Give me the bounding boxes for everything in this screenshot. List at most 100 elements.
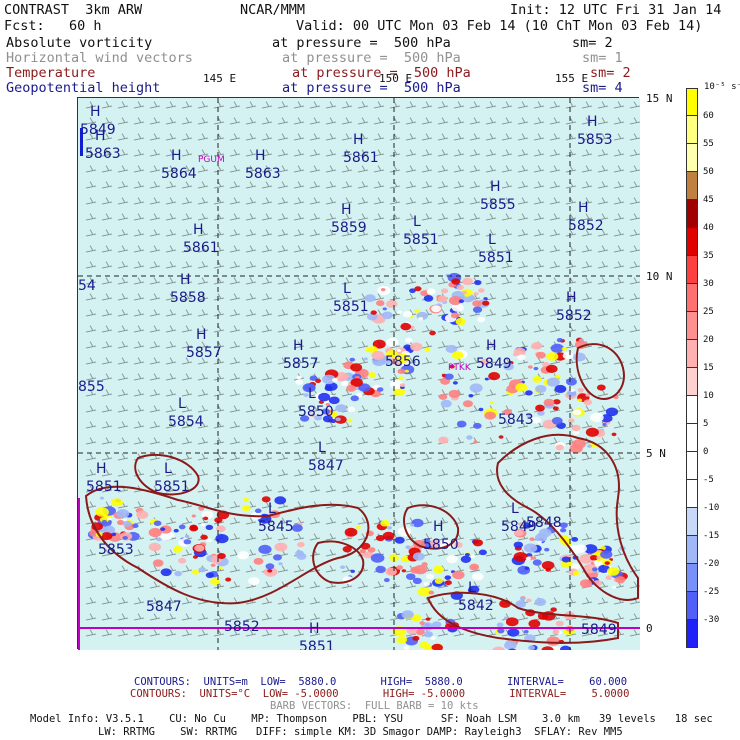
wind-barb (181, 421, 193, 429)
center-type-letter: H (486, 338, 497, 354)
wind-barb (549, 245, 561, 253)
vorticity-patch (577, 398, 583, 403)
vorticity-patch (200, 534, 208, 540)
vorticity-patch (473, 292, 479, 296)
wind-barb (213, 501, 225, 509)
wind-barb (613, 373, 625, 381)
wind-barb (341, 453, 353, 461)
center-height-value: 855 (78, 379, 105, 395)
wind-barb (101, 597, 113, 605)
wind-barb (293, 357, 305, 365)
wind-barb (549, 181, 561, 189)
wind-barb (469, 597, 481, 605)
wind-barb (293, 197, 305, 205)
wind-barb (117, 133, 129, 141)
vorticity-patch (472, 306, 483, 313)
vorticity-patch (101, 519, 108, 524)
wind-barb (133, 309, 145, 317)
wind-barb (533, 469, 545, 477)
wind-barb (245, 517, 257, 525)
wind-barb (437, 485, 449, 493)
wind-barb (485, 485, 497, 493)
vorticity-patch (342, 545, 352, 553)
vorticity-patch (529, 537, 535, 541)
vorticity-patch (472, 572, 484, 581)
wind-barb (613, 117, 625, 125)
wind-barb (437, 149, 449, 157)
wind-barb (581, 309, 593, 317)
center-type-letter: H (193, 222, 204, 238)
vorticity-patch (523, 629, 529, 634)
vorticity-patch (156, 537, 162, 542)
wind-barb (133, 341, 145, 349)
field-level-temperature: at pressure = 500 hPa (292, 65, 471, 81)
center-height-value: 5851 (299, 639, 335, 650)
wind-barb (213, 437, 225, 445)
vorticity-patch (331, 377, 338, 383)
wind-barb (197, 453, 209, 461)
vorticity-patch (258, 544, 272, 555)
wind-barb (293, 117, 305, 125)
wind-barb (181, 325, 193, 333)
wind-barb (581, 533, 593, 541)
height-center: H 5849 (476, 338, 512, 372)
vorticity-patch (173, 528, 179, 533)
wind-barb (341, 117, 353, 125)
wind-barb (101, 341, 113, 349)
height-center: L 5851 (403, 214, 439, 248)
wind-barb (597, 229, 609, 237)
wind-barb (341, 197, 353, 205)
wind-barb (197, 117, 209, 125)
wind-barb (181, 581, 193, 589)
vorticity-patch (573, 352, 586, 362)
vorticity-patch (483, 297, 488, 301)
wind-barb (549, 133, 561, 141)
wind-barb (197, 517, 209, 525)
vorticity-patch (200, 523, 206, 527)
center-height-value: 5850 (423, 537, 459, 553)
height-center: 5849 (581, 622, 617, 638)
wind-barb (149, 149, 161, 157)
vorticity-patch (592, 567, 598, 572)
wind-barb (149, 501, 161, 509)
vorticity-patch (116, 509, 130, 519)
vorticity-patch (445, 344, 458, 353)
vorticity-patch (535, 404, 545, 412)
vorticity-patch (525, 556, 531, 561)
vorticity-patch (423, 581, 431, 587)
wind-barb (549, 101, 561, 109)
height-center: L 5845 (258, 501, 294, 535)
colorbar-swatch (686, 424, 698, 452)
wind-barb (453, 229, 465, 237)
wind-barb (85, 197, 97, 205)
wind-barb (117, 389, 129, 397)
wind-barb (421, 437, 433, 445)
wind-barb (181, 565, 193, 573)
wind-barb (533, 629, 545, 637)
wind-barb (85, 309, 97, 317)
vorticity-patch (602, 422, 607, 426)
vorticity-patch (612, 585, 617, 589)
wind-barb (597, 501, 609, 509)
center-height-value: 5849 (501, 519, 537, 535)
wind-barb (165, 277, 177, 285)
wind-barb (165, 469, 177, 477)
wind-barb (133, 613, 145, 621)
wind-barb (341, 613, 353, 621)
station-ptkk: PTKK (448, 363, 472, 373)
wind-barb (245, 229, 257, 237)
wind-barb (373, 405, 385, 413)
wind-barb (613, 261, 625, 269)
wind-barb (325, 325, 337, 333)
wind-barb (469, 485, 481, 493)
wind-barb (581, 101, 593, 109)
wind-barb (85, 229, 97, 237)
wind-barb (245, 101, 257, 109)
wind-barb (421, 469, 433, 477)
center-height-value: 5851 (403, 232, 439, 248)
wind-barb (469, 341, 481, 349)
wind-barb (101, 101, 113, 109)
wind-barb (245, 485, 257, 493)
wind-barb (101, 581, 113, 589)
colorbar-swatch (686, 620, 698, 648)
